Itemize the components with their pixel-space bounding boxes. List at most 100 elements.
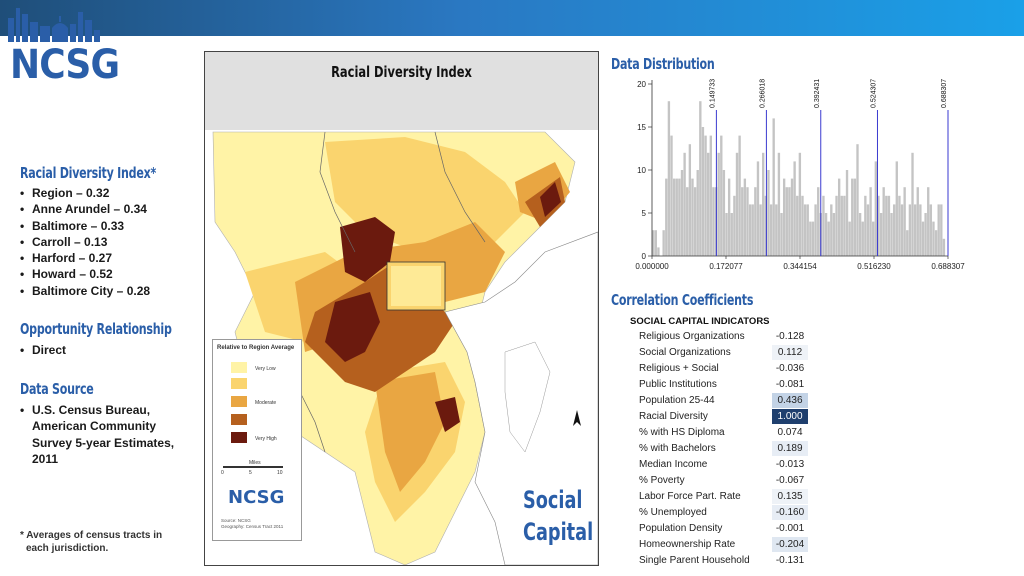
histogram-bar <box>856 144 859 256</box>
indicator-label: Social Organizations <box>636 344 772 361</box>
histogram-bar <box>830 204 833 256</box>
histogram-bar <box>759 204 762 256</box>
histogram-bar <box>900 204 904 256</box>
social-line: Capital <box>523 518 594 546</box>
indicator-label: Labor Force Part. Rate <box>636 488 772 505</box>
list-item: U.S. Census Bureau, American Community S… <box>20 402 185 467</box>
x-tick-label: 0.000000 <box>635 262 669 271</box>
break-label: 0.524307 <box>870 79 877 108</box>
legend-label: Very High <box>255 436 277 442</box>
indicator-label: Single Parent Household <box>636 552 772 569</box>
legend-swatch <box>231 414 247 425</box>
histogram-bar <box>809 221 812 256</box>
histogram-bar <box>851 178 854 256</box>
table-row: Population 25-44 0.436 <box>636 392 808 409</box>
x-tick-label: 0.688307 <box>931 262 965 271</box>
indicator-label: % Poverty <box>636 472 772 489</box>
histogram-bar <box>712 187 715 256</box>
histogram-bar <box>824 213 828 256</box>
histogram-bar <box>691 178 694 256</box>
histogram-bar <box>733 195 736 256</box>
histogram-bar <box>811 221 815 256</box>
histogram-bar <box>879 213 883 256</box>
y-tick-label: 15 <box>637 123 646 132</box>
histogram-bar <box>696 170 699 256</box>
histogram-bar <box>693 187 697 256</box>
table-row: Homeownership Rate -0.204 <box>636 536 808 553</box>
histogram-bar <box>837 178 841 256</box>
histogram-bar <box>767 170 770 256</box>
histogram-bar <box>670 135 673 256</box>
map-graphic <box>205 52 598 565</box>
histogram-bar <box>927 187 930 256</box>
map-legend: Relative to Region Average Very Low Mode… <box>212 339 302 541</box>
opportunity-list: Direct <box>20 342 66 359</box>
histogram-bar <box>727 178 731 256</box>
histogram-bar <box>882 187 885 256</box>
histogram-bar <box>798 152 802 256</box>
data-source-heading: Data Source <box>20 380 94 398</box>
histogram-bar <box>864 195 867 256</box>
list-item: Direct <box>20 342 66 359</box>
logo-text: NCSG <box>10 42 120 88</box>
indicator-label: Religious + Social <box>636 360 772 377</box>
histogram-bar <box>730 213 733 256</box>
table-row: % Unemployed -0.160 <box>636 504 808 521</box>
histogram-bar <box>746 187 749 256</box>
histogram-bar <box>843 195 846 256</box>
legend-swatch <box>231 396 247 407</box>
histogram-bar <box>683 152 686 256</box>
coefficient-value: 0.436 <box>772 392 808 409</box>
footnote-line: each jurisdiction. <box>26 543 109 554</box>
histogram-bar <box>940 204 943 256</box>
histogram-bar <box>738 135 741 256</box>
histogram-bar <box>840 195 843 256</box>
histogram-bar <box>885 195 888 256</box>
histogram-bar <box>832 213 836 256</box>
histogram-bar <box>853 178 857 256</box>
histogram-bar <box>919 204 922 256</box>
histogram-bar <box>654 230 657 256</box>
histogram-bar <box>652 230 655 256</box>
table-row: Median Income -0.013 <box>636 456 808 473</box>
histogram-bar <box>942 238 946 256</box>
histogram-bar <box>906 230 909 256</box>
histogram-bar <box>872 221 875 256</box>
data-distribution-heading: Data Distribution <box>611 55 715 73</box>
indicator-label: Homeownership Rate <box>636 536 772 553</box>
histogram-bar <box>869 187 872 256</box>
histogram-bar <box>707 152 710 256</box>
histogram-bar <box>848 221 851 256</box>
coefficient-value: -0.013 <box>772 456 808 473</box>
legend-title: Relative to Region Average <box>217 345 295 351</box>
histogram-bar <box>780 213 783 256</box>
histogram-chart: 0 5 10 15 20 0.000000 0.172077 0.344154 0.516230… <box>635 79 965 271</box>
coefficient-value: -0.081 <box>772 376 808 393</box>
histogram-bar <box>701 127 705 256</box>
histogram-bar <box>874 161 878 256</box>
x-tick-label: 0.344154 <box>783 262 817 271</box>
histogram-bar <box>921 221 925 256</box>
table-row: % with HS Diploma 0.074 <box>636 424 808 441</box>
histogram-bar <box>903 187 906 256</box>
histogram-bar <box>782 178 786 256</box>
scale-tick: 0 <box>221 470 224 476</box>
list-item: Region – 0.32 <box>20 185 150 202</box>
histogram-bar <box>672 178 676 256</box>
histogram-bar <box>717 152 720 256</box>
histogram-bar <box>665 178 668 256</box>
histogram-bar <box>785 187 788 256</box>
legend-swatch <box>231 362 247 373</box>
source-line: Geography: Census Tract 2011 <box>221 524 284 529</box>
histogram-bar <box>769 204 773 256</box>
histogram-bar <box>667 101 671 256</box>
list-item: Carroll – 0.13 <box>20 234 150 251</box>
coefficient-value: -0.067 <box>772 472 808 489</box>
histogram-bar <box>704 135 707 256</box>
indicator-label: Religious Organizations <box>636 329 772 345</box>
y-tick-label: 0 <box>642 252 647 261</box>
y-tick-label: 5 <box>642 209 647 218</box>
indicator-label: Public Institutions <box>636 376 772 393</box>
correlation-table: Religious Organizations -0.128 Social Orga… <box>636 329 808 569</box>
coefficient-value: 0.135 <box>772 488 808 505</box>
